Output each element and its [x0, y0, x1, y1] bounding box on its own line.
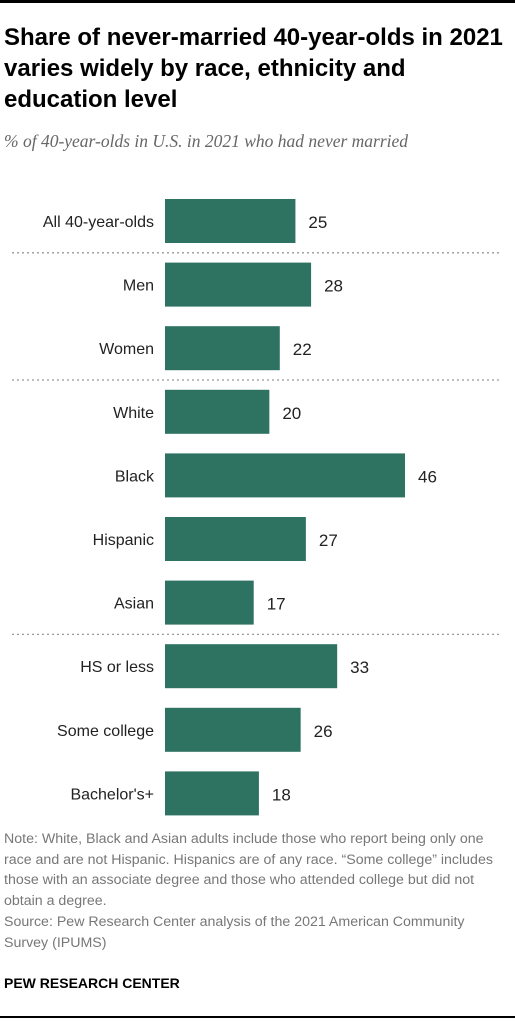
category-label-men: Men — [123, 278, 154, 295]
bar-hs-or-less — [165, 644, 338, 689]
category-label-all-40-year-olds: All 40-year-olds — [43, 214, 154, 231]
bar-all-40-year-olds — [165, 199, 296, 243]
bar-white — [165, 389, 270, 434]
bottom-rule — [0, 1016, 515, 1018]
bar-black — [165, 453, 405, 498]
chart-title: Share of never-married 40-year-olds in 2… — [4, 24, 503, 113]
note-text: Note: White, Black and Asian adults incl… — [4, 831, 493, 910]
value-label-white: 20 — [282, 404, 301, 423]
bar-chart: All 40-year-olds 25 Men 28 Women 22 White 20 Bla… — [12, 199, 500, 816]
bar-asian — [165, 580, 254, 625]
value-label-women: 22 — [293, 340, 312, 359]
category-label-women: Women — [99, 341, 154, 358]
publisher-footer: PEW RESEARCH CENTER — [4, 975, 180, 991]
bar-some-college — [165, 707, 301, 752]
value-label-some-college: 26 — [314, 722, 333, 741]
category-label-hs-or-less: HS or less — [80, 659, 154, 676]
category-label-asian: Asian — [114, 596, 154, 613]
value-label-hispanic: 27 — [319, 531, 338, 550]
value-label-bachelor-s: 18 — [272, 785, 291, 804]
category-label-black: Black — [115, 468, 155, 485]
category-label-white: White — [113, 405, 154, 422]
bar-hispanic — [165, 517, 306, 561]
value-label-all-40-year-olds: 25 — [308, 213, 327, 232]
chart-notes: Note: White, Black and Asian adults incl… — [4, 829, 512, 953]
top-rule — [0, 0, 515, 3]
bar-women — [165, 326, 280, 371]
value-label-black: 46 — [418, 467, 437, 486]
category-label-some-college: Some college — [57, 723, 154, 740]
value-label-hs-or-less: 33 — [350, 658, 369, 677]
value-label-men: 28 — [324, 277, 343, 296]
value-label-asian: 17 — [267, 595, 286, 614]
source-text: Source: Pew Research Center analysis of … — [4, 913, 465, 951]
category-label-bachelor-s: Bachelor's+ — [70, 786, 154, 803]
bar-bachelor-s — [165, 771, 259, 816]
category-label-hispanic: Hispanic — [93, 532, 154, 549]
chart-subtitle: % of 40-year-olds in U.S. in 2021 who ha… — [4, 131, 409, 151]
bar-men — [165, 262, 312, 307]
